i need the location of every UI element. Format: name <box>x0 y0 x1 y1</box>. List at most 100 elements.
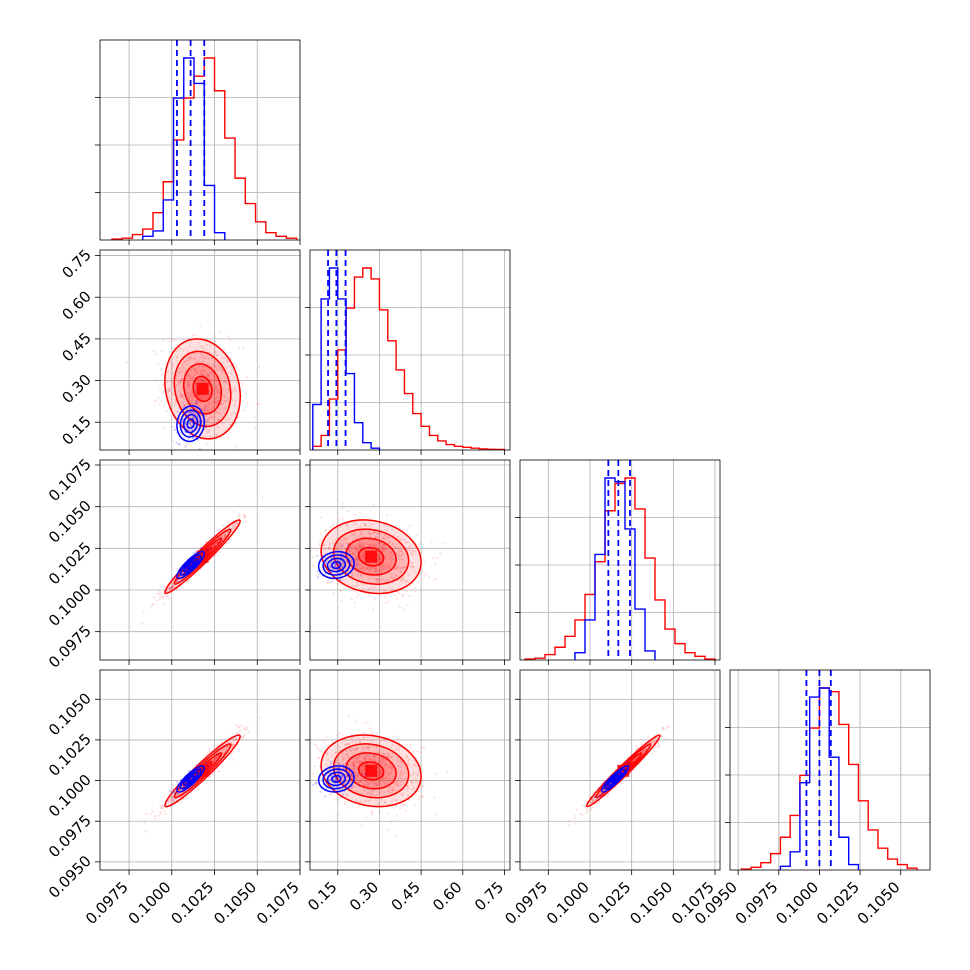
sample-point <box>393 594 396 597</box>
sample-point <box>223 395 226 398</box>
sample-point <box>347 548 350 551</box>
sample-point <box>352 764 356 767</box>
sample-point <box>223 396 226 399</box>
sample-point <box>343 587 346 590</box>
sample-point <box>183 371 186 375</box>
sample-point <box>213 544 216 548</box>
sample-point <box>323 740 326 743</box>
sample-point <box>193 358 196 361</box>
sample-point <box>214 340 218 343</box>
sample-point <box>402 772 405 776</box>
sample-point <box>221 368 224 371</box>
sample-point <box>346 537 349 540</box>
sample-point <box>176 410 179 414</box>
sample-point <box>419 542 422 545</box>
sample-point <box>390 799 394 802</box>
sample-point <box>411 561 414 564</box>
sample-point <box>206 751 210 755</box>
sample-point <box>402 551 405 555</box>
sample-point <box>406 784 409 788</box>
sample-point <box>223 536 226 539</box>
sample-point <box>204 394 208 397</box>
sample-point <box>410 550 413 553</box>
sample-point <box>187 383 190 386</box>
sample-point <box>371 758 375 761</box>
sample-point <box>378 756 381 759</box>
sample-point <box>179 379 183 383</box>
sample-point <box>418 543 421 546</box>
sample-point <box>178 347 182 350</box>
sample-point <box>217 368 221 371</box>
sample-point <box>227 388 231 391</box>
sample-point <box>363 756 367 759</box>
sample-point <box>223 532 226 535</box>
sample-point <box>223 376 226 379</box>
sample-point <box>218 331 221 334</box>
sample-point <box>201 345 204 348</box>
sample-point <box>188 434 191 437</box>
sample-point <box>213 401 216 404</box>
blue-contour <box>186 418 195 429</box>
sample-point <box>380 772 383 776</box>
sample-point <box>387 753 390 756</box>
sample-point <box>411 750 415 753</box>
sample-point <box>186 797 189 800</box>
sample-point <box>151 603 154 606</box>
sample-point <box>409 584 412 587</box>
sample-point <box>176 793 179 796</box>
sample-point <box>200 395 203 399</box>
blue-histogram <box>142 57 226 240</box>
sample-point <box>234 525 237 528</box>
sample-point <box>380 570 383 574</box>
sample-point <box>216 400 219 403</box>
sample-point <box>234 412 237 415</box>
sample-point <box>374 576 377 579</box>
sample-point <box>235 724 238 727</box>
sample-point <box>162 809 166 813</box>
sample-point <box>374 536 378 539</box>
sample-point <box>186 380 189 384</box>
sample-point <box>207 357 210 360</box>
sample-point <box>358 547 361 550</box>
sample-point <box>407 759 410 762</box>
sample-point <box>179 396 183 399</box>
sample-point <box>178 443 181 446</box>
sample-point <box>399 570 402 574</box>
sample-point <box>359 525 362 528</box>
blue-contour <box>186 774 195 783</box>
sample-point <box>351 553 354 556</box>
sample-point <box>405 788 409 791</box>
sample-point <box>373 569 377 572</box>
sample-point <box>161 595 164 598</box>
sample-point <box>395 781 398 784</box>
sample-point <box>211 406 214 410</box>
sample-point <box>171 583 174 587</box>
sample-point <box>221 371 224 375</box>
sample-point <box>214 542 217 545</box>
sample-point <box>207 416 210 420</box>
sample-point <box>606 794 609 797</box>
sample-point <box>216 553 219 556</box>
sample-point <box>208 748 211 751</box>
sample-point <box>211 545 215 548</box>
sample-point <box>383 766 386 769</box>
sample-point <box>244 728 247 731</box>
sample-point <box>332 542 335 545</box>
sample-point <box>316 779 319 782</box>
sample-point <box>359 544 362 547</box>
sample-point <box>208 776 211 779</box>
sample-point <box>402 562 405 565</box>
sample-point <box>280 786 282 788</box>
sample-point <box>192 411 195 414</box>
sample-point <box>167 389 170 392</box>
sample-point <box>363 779 367 782</box>
sample-point <box>369 532 372 535</box>
sample-point <box>210 415 213 418</box>
sample-point <box>399 807 402 810</box>
sample-point <box>190 411 193 414</box>
sample-point <box>348 541 351 544</box>
sample-point <box>172 585 175 588</box>
sample-point <box>181 421 184 424</box>
sample-point <box>188 415 191 418</box>
